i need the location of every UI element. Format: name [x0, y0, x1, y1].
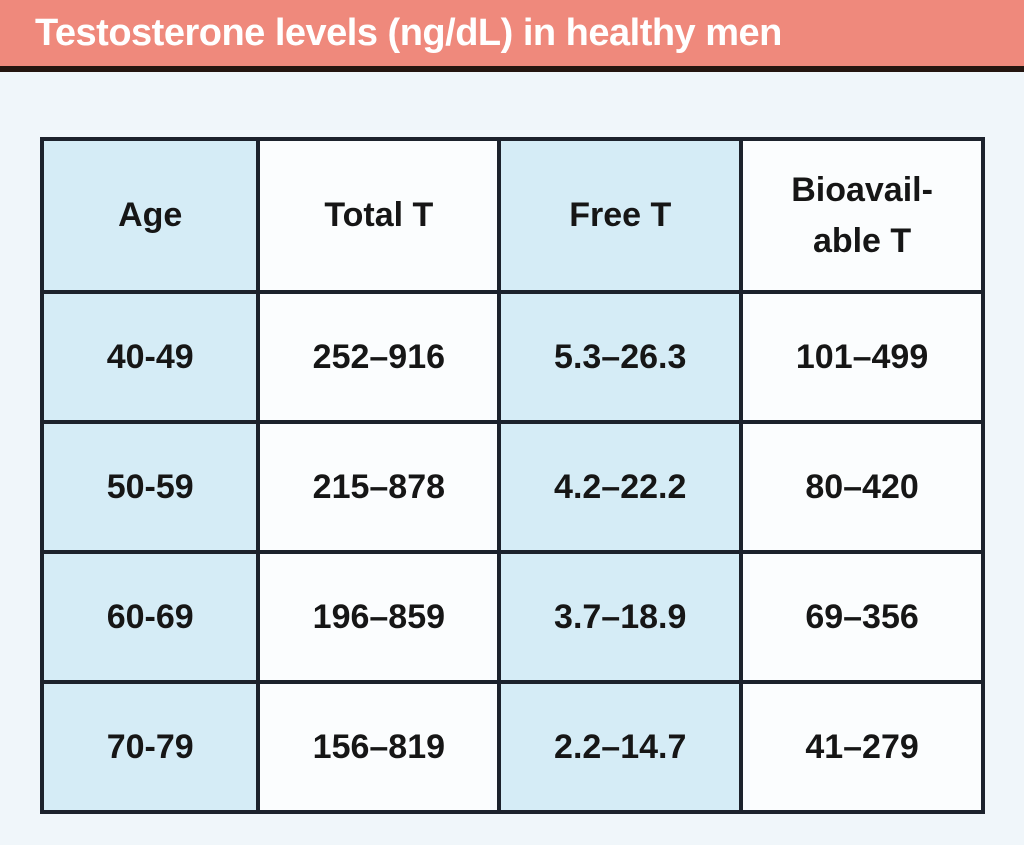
cell-total-t: 156–819 [256, 680, 502, 814]
column-header-bioavailable-t: Bioavail- able T [739, 137, 985, 294]
table-row-70-79: 70-79 156–819 2.2–14.7 41–279 [39, 680, 985, 814]
cell-bioavailable-t: 101–499 [739, 290, 985, 424]
cell-total-t: 252–916 [256, 290, 502, 424]
table-container: Age Total T Free T Bioavail- able T 40-4… [0, 72, 1024, 814]
table-row-60-69: 60-69 196–859 3.7–18.9 69–356 [39, 550, 985, 684]
column-header-age: Age [39, 137, 261, 294]
testosterone-levels-table: Age Total T Free T Bioavail- able T 40-4… [39, 137, 985, 814]
cell-bioavailable-t: 80–420 [739, 420, 985, 554]
cell-age: 60-69 [39, 550, 261, 684]
cell-bioavailable-t: 41–279 [739, 680, 985, 814]
cell-free-t: 2.2–14.7 [497, 680, 744, 814]
cell-bioavailable-t: 69–356 [739, 550, 985, 684]
page-title: Testosterone levels (ng/dL) in healthy m… [35, 11, 782, 54]
cell-age: 40-49 [39, 290, 261, 424]
cell-total-t: 196–859 [256, 550, 502, 684]
cell-free-t: 4.2–22.2 [497, 420, 744, 554]
table-row-40-49: 40-49 252–916 5.3–26.3 101–499 [39, 290, 985, 424]
cell-total-t: 215–878 [256, 420, 502, 554]
table-row-50-59: 50-59 215–878 4.2–22.2 80–420 [39, 420, 985, 554]
column-header-free-t: Free T [497, 137, 744, 294]
cell-free-t: 5.3–26.3 [497, 290, 744, 424]
cell-free-t: 3.7–18.9 [497, 550, 744, 684]
column-header-total-t: Total T [256, 137, 502, 294]
title-bar: Testosterone levels (ng/dL) in healthy m… [0, 0, 1024, 72]
table-header-row: Age Total T Free T Bioavail- able T [39, 137, 985, 294]
cell-age: 50-59 [39, 420, 261, 554]
cell-age: 70-79 [39, 680, 261, 814]
